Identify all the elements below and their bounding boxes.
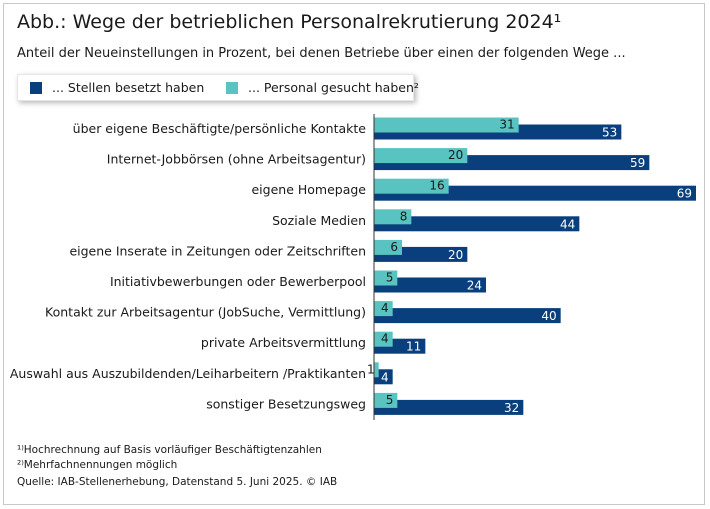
figure-frame [3,3,705,505]
legend: ... Stellen besetzt haben ... Personal g… [17,74,419,101]
category-label: private Arbeitsvermittlung [201,335,366,350]
bar-searched [374,331,393,347]
bar-filled [374,185,696,201]
value-label-filled: 4 [381,370,389,384]
value-label-searched: 5 [386,271,394,285]
category-label: Soziale Medien [272,213,366,228]
legend-swatch-searched [226,81,238,94]
value-label-filled: 40 [541,309,556,323]
bar-filled [374,277,486,293]
category-label: eigene Homepage [251,182,366,197]
bar-searched [374,239,402,255]
value-label-searched: 5 [386,393,394,407]
footnote-1: ¹⁾Hochrechnung auf Basis vorläufiger Bes… [17,444,322,456]
footnote-2: ²⁾Mehrfachnennungen möglich [17,459,178,471]
value-label-searched: 31 [499,118,514,132]
legend-label-searched: ... Personal gesucht haben² [248,80,419,95]
value-label-searched: 4 [381,301,389,315]
bar-searched [374,392,398,408]
bar-filled [374,216,580,232]
chart-subtitle: Anteil der Neueinstellungen in Prozent, … [17,46,626,61]
chart-title: Abb.: Wege der betrieblichen Personalrek… [17,11,562,33]
legend-swatch-filled [30,81,42,94]
value-label-filled: 20 [448,248,463,262]
bar-searched [374,117,519,133]
legend-item-filled: ... Stellen besetzt haben [30,80,204,95]
value-label-filled: 53 [602,126,617,140]
bar-filled [374,308,561,324]
value-label-searched: 20 [448,148,463,162]
value-label-searched: 1 [367,362,375,376]
category-label: sonstiger Besetzungsweg [206,396,366,411]
value-label-filled: 11 [406,340,421,354]
bar-searched [374,148,468,164]
value-label-filled: 32 [504,401,519,415]
category-label: Kontakt zur Arbeitsagentur (JobSuche, Ve… [45,305,366,320]
category-label: Auswahl aus Auszubildenden/Leiharbeitern… [10,366,366,381]
bar-searched [374,270,398,286]
legend-label-filled: ... Stellen besetzt haben [52,80,205,95]
category-label: über eigene Beschäftigte/persönliche Kon… [73,121,367,136]
value-label-searched: 16 [429,179,444,193]
value-label-filled: 24 [467,279,482,293]
source-note: Quelle: IAB-Stellenerhebung, Datenstand … [17,476,338,488]
bar-searched [374,301,393,317]
value-label-searched: 8 [400,209,408,223]
category-label: Initiativbewerbungen oder Bewerberpool [110,274,366,289]
value-label-filled: 44 [560,217,575,231]
value-label-searched: 6 [390,240,398,254]
category-label: eigene Inserate in Zeitungen oder Zeitsc… [69,243,366,258]
bar-searched [374,362,379,378]
legend-item-searched: ... Personal gesucht haben² [226,80,419,95]
category-label: Internet-Jobbörsen (ohne Arbeitsagentur) [107,152,366,167]
bar-searched [374,209,412,225]
bar-searched [374,178,449,194]
value-label-filled: 69 [677,187,692,201]
value-label-filled: 59 [630,156,645,170]
bar-filled [374,399,524,415]
value-label-searched: 4 [381,332,389,346]
